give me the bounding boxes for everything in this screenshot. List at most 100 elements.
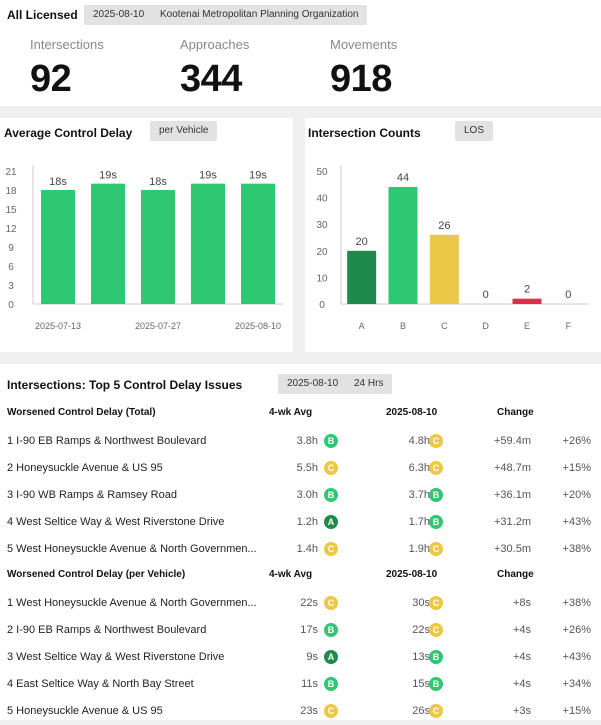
delay-y-tick-label: 15	[5, 205, 17, 216]
change-value: +8s	[512, 597, 531, 609]
avg-los-badge: B	[324, 677, 338, 691]
avg-value: 5.5h	[296, 462, 318, 474]
delay-y-tick-label: 12	[5, 224, 17, 235]
organization-filter[interactable]: Kootenai Metropolitan Planning Organizat…	[151, 5, 368, 25]
delay-bar	[41, 190, 75, 304]
change-percent: +15%	[562, 705, 591, 717]
current-los-badge: C	[429, 461, 443, 475]
top-issues-card: Intersections: Top 5 Control Delay Issue…	[0, 364, 601, 720]
kpi-movements-label: Movements	[330, 37, 398, 52]
avg-value: 22s	[300, 597, 318, 609]
delay-y-tick-label: 3	[8, 281, 14, 292]
avg-value: 3.8h	[296, 435, 318, 447]
avg-los-badge: B	[324, 623, 338, 637]
avg-los-badge: C	[324, 542, 338, 556]
intersection-name: 3 West Seltice Way & West Riverstone Dri…	[7, 651, 225, 663]
avg-los-badge: C	[324, 704, 338, 718]
intersection-name: 2 I-90 EB Ramps & Northwest Boulevard	[7, 624, 207, 636]
table-row[interactable]: 4 West Seltice Way & West Riverstone Dri…	[0, 509, 601, 536]
counts-bar-chart: 0 10 20 30 40 50 20 A 44 B 26 C 0 D 2 E 0 F	[316, 165, 589, 331]
change-value: +3s	[512, 705, 531, 717]
avg-los-badge: B	[324, 434, 338, 448]
intersection-name: 1 I-90 EB Ramps & Northwest Boulevard	[7, 435, 207, 447]
page-title: All Licensed	[7, 8, 78, 22]
avg-value: 9s	[306, 651, 318, 663]
change-value: +59.4m	[494, 435, 531, 447]
current-los-badge: B	[429, 515, 443, 529]
current-los-badge: C	[429, 434, 443, 448]
summary-card: All Licensed 2025-08-10 Kootenai Metropo…	[0, 0, 601, 106]
delay-bar	[191, 183, 225, 304]
intersection-name: 5 West Honeysuckle Avenue & North Govern…	[7, 543, 257, 555]
change-percent: +38%	[562, 543, 591, 555]
change-value: +30.5m	[494, 543, 531, 555]
table-row[interactable]: 2 I-90 EB Ramps & Northwest Boulevard 17s…	[0, 617, 601, 644]
kpi-intersections-label: Intersections	[30, 37, 104, 52]
avg-los-badge: A	[324, 650, 338, 664]
delay-y-tick-label: 0	[8, 300, 14, 311]
delay-chart-title: Average Control Delay	[4, 126, 133, 140]
counts-bar-e	[512, 298, 542, 304]
delay-bar	[141, 190, 175, 304]
col-avg-header: 4-wk Avg	[269, 407, 313, 418]
change-value: +36.1m	[494, 489, 531, 501]
counts-mode-toggle[interactable]: LOS	[455, 121, 494, 141]
delay-data-label: 18s	[49, 176, 67, 188]
counts-data-label: 44	[397, 172, 409, 184]
current-los-badge: C	[429, 542, 443, 556]
current-value: 26s	[412, 705, 430, 717]
change-percent: +43%	[562, 516, 591, 528]
table-row[interactable]: 5 Honeysuckle Avenue & US 95 23s C 26s C +3s +…	[0, 698, 601, 725]
current-value: 1.7h	[408, 516, 430, 528]
delay-x-tick-label: 2025-07-13	[35, 321, 81, 331]
intersection-name: 5 Honeysuckle Avenue & US 95	[7, 705, 163, 717]
section-heading: Worsened Control Delay (Total)	[7, 407, 156, 418]
avg-value: 11s	[301, 678, 318, 690]
counts-bar-b	[388, 186, 418, 304]
counts-x-tick-label: F	[566, 321, 572, 331]
current-los-badge: B	[429, 650, 443, 664]
change-percent: +34%	[562, 678, 591, 690]
table-row[interactable]: 1 I-90 EB Ramps & Northwest Boulevard 3.8…	[0, 428, 601, 455]
table-row[interactable]: 3 West Seltice Way & West Riverstone Dri…	[0, 644, 601, 671]
delay-x-tick-label: 2025-08-10	[235, 321, 281, 331]
current-los-badge: C	[429, 623, 443, 637]
counts-data-label: 20	[356, 236, 368, 248]
current-value: 30s	[412, 597, 430, 609]
delay-bar-chart: 0 3 6 9 12 15 18 21 18s 19s 18s 19s 19s 2025-07-13 202…	[5, 165, 283, 331]
intersection-counts-card: Intersection Counts LOS 0 10 20 30 40 50 20 A 44…	[305, 118, 601, 352]
table-row[interactable]: 1 West Honeysuckle Avenue & North Govern…	[0, 590, 601, 617]
delay-data-label: 19s	[199, 170, 217, 182]
delay-y-tick-label: 9	[8, 243, 14, 254]
kpi-approaches-value: 344	[180, 58, 242, 100]
current-value: 3.7h	[408, 489, 430, 501]
table-row[interactable]: 4 East Seltice Way & North Bay Street 11s…	[0, 671, 601, 698]
change-percent: +20%	[562, 489, 591, 501]
delay-bar	[91, 183, 125, 304]
delay-data-label: 19s	[249, 170, 267, 182]
table-row[interactable]: 5 West Honeysuckle Avenue & North Govern…	[0, 536, 601, 563]
kpi-movements-value: 918	[330, 58, 392, 100]
avg-los-badge: B	[324, 488, 338, 502]
average-control-delay-card: Average Control Delay per Vehicle 0 3 6 9 12…	[0, 118, 293, 352]
issues-date-filter[interactable]: 2025-08-10	[278, 374, 348, 394]
section-heading: Worsened Control Delay (per Vehicle)	[7, 569, 186, 580]
intersection-name: 1 West Honeysuckle Avenue & North Govern…	[7, 597, 257, 609]
issues-period-filter[interactable]: 24 Hrs	[345, 374, 393, 394]
change-percent: +38%	[562, 597, 591, 609]
current-value: 13s	[412, 651, 430, 663]
counts-y-tick-label: 20	[316, 247, 328, 258]
avg-los-badge: C	[324, 461, 338, 475]
intersection-name: 2 Honeysuckle Avenue & US 95	[7, 462, 163, 474]
table-row[interactable]: 2 Honeysuckle Avenue & US 95 5.5h C 6.3h C +4…	[0, 455, 601, 482]
counts-x-tick-label: B	[400, 321, 406, 331]
current-los-badge: B	[429, 488, 443, 502]
delay-mode-toggle[interactable]: per Vehicle	[150, 121, 218, 141]
avg-los-badge: A	[324, 515, 338, 529]
table-row[interactable]: 3 I-90 WB Ramps & Ramsey Road 3.0h B 3.7h B +…	[0, 482, 601, 509]
avg-value: 1.2h	[296, 516, 318, 528]
date-filter[interactable]: 2025-08-10	[84, 5, 154, 25]
counts-y-tick-label: 40	[316, 194, 328, 205]
delay-x-tick-label: 2025-07-27	[135, 321, 181, 331]
avg-value: 3.0h	[296, 489, 318, 501]
